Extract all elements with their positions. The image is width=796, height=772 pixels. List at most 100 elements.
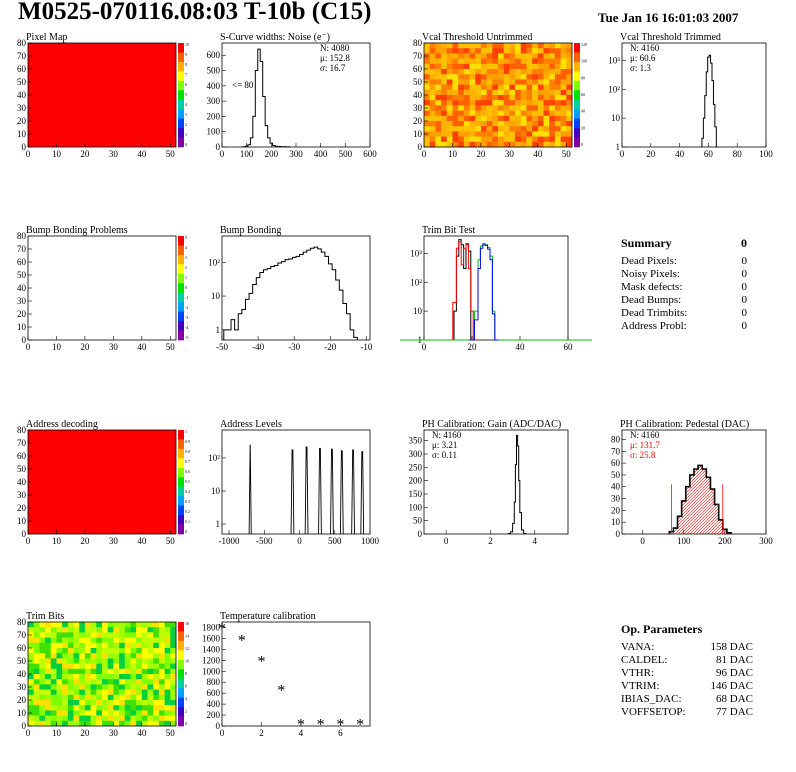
- heatmap-cell: [124, 663, 131, 670]
- heatmap-cell: [90, 637, 97, 644]
- heatmap-cell: [566, 58, 573, 65]
- heatmap-cell: [560, 131, 567, 137]
- y-tick-label: 60: [611, 458, 621, 468]
- heatmap-cell: [475, 100, 482, 106]
- heatmap-cell: [526, 110, 533, 117]
- heatmap-cell: [107, 674, 114, 680]
- heatmap-cell: [526, 131, 533, 137]
- heatmap-cell: [67, 720, 74, 727]
- heatmap-cell: [62, 648, 69, 654]
- heatmap-cell: [90, 622, 97, 628]
- heatmap-cell: [62, 668, 69, 675]
- x-tick-label: 10: [448, 149, 458, 159]
- heatmap-cell: [452, 95, 459, 101]
- y-tick-label: 40: [413, 90, 423, 100]
- heatmap-cell: [164, 668, 171, 675]
- plot-frame: [221, 429, 371, 535]
- heatmap-cell: [554, 110, 561, 117]
- heatmap-cell: [45, 632, 52, 638]
- heatmap-cell: [549, 69, 556, 75]
- heatmap-cell: [39, 658, 46, 664]
- heatmap-cell: [526, 53, 533, 59]
- heatmap-cell: [441, 58, 448, 65]
- heatmap-cell: [486, 89, 493, 96]
- heatmap-cell: [119, 637, 126, 644]
- heatmap-cell: [492, 53, 499, 59]
- heatmap-cell: [458, 79, 465, 85]
- heatmap-cell: [537, 53, 544, 59]
- heatmap-cell: [107, 648, 114, 654]
- heatmap-cell: [107, 689, 114, 696]
- param-row: VTRIM: 146 DAC: [621, 680, 753, 693]
- heatmap-cell: [45, 637, 52, 644]
- heatmap-cell: [509, 136, 516, 143]
- heatmap-cell: [532, 58, 539, 65]
- y-tick-label: 60: [17, 64, 27, 74]
- heatmap-cell: [73, 689, 80, 696]
- heatmap-cell: [102, 627, 108, 633]
- chart-title: S-Curve widths: Noise (e⁻): [220, 32, 330, 43]
- chart-bump-bonding: Bump Bonding -50 -40 -30 -20 -10 1 10 10²: [208, 225, 373, 352]
- heatmap-cell: [170, 637, 177, 644]
- heatmap-cell: [532, 69, 539, 75]
- heatmap-cell: [543, 74, 550, 80]
- heatmap-cell: [503, 53, 510, 59]
- colorbar-segment: [178, 330, 184, 341]
- heatmap-cell: [566, 74, 573, 80]
- heatmap-cell: [515, 121, 522, 127]
- heatmap-cell: [119, 653, 126, 659]
- heatmap-cell: [492, 48, 499, 54]
- heatmap-cell: [463, 84, 470, 91]
- heatmap-cell: [469, 74, 476, 80]
- heatmap-cell: [102, 632, 108, 638]
- x-tick-label: 30: [505, 149, 515, 159]
- heatmap-cell: [526, 58, 533, 65]
- x-tick-label: 20: [80, 149, 90, 159]
- heatmap-cell: [153, 663, 160, 670]
- colorbar-segment: [178, 245, 184, 256]
- heatmap-cell: [136, 637, 143, 644]
- heatmap-cell: [45, 720, 52, 727]
- x-tick-label: 4: [533, 536, 538, 546]
- colorbar-tick-label: 20: [581, 125, 585, 130]
- histogram-bar: [714, 504, 719, 534]
- heatmap-cell: [458, 121, 465, 127]
- heatmap-cell: [498, 141, 504, 148]
- heatmap-cell: [441, 115, 448, 122]
- heatmap-cell: [537, 126, 544, 132]
- heatmap-cell: [147, 705, 154, 711]
- heatmap-cell: [107, 679, 114, 685]
- heatmap-cell: [90, 679, 97, 685]
- heatmap-cell: [452, 48, 459, 54]
- chart-vcal-untrimmed: Vcal Threshold Untrimmed1201008060402000…: [413, 32, 587, 159]
- heatmap-cell: [113, 668, 120, 675]
- heatmap-cell: [50, 627, 57, 633]
- heatmap-cell: [96, 622, 103, 628]
- heatmap-cell: [503, 69, 510, 75]
- heatmap-cell: [429, 84, 436, 91]
- colorbar-tick-label: -4: [185, 325, 188, 330]
- heatmap-cell: [90, 694, 97, 701]
- colorbar-tick-label: 8: [185, 62, 187, 67]
- heatmap-cell: [520, 53, 527, 59]
- heatmap-cell: [515, 63, 522, 70]
- heatmap-cell: [458, 74, 465, 80]
- heatmap-cell: [90, 705, 97, 711]
- heatmap-cell: [526, 136, 533, 143]
- heatmap-cell: [102, 642, 108, 649]
- heatmap-cell: [141, 689, 148, 696]
- heatmap-cell: [107, 710, 114, 716]
- y-tick-label: 50: [17, 464, 27, 474]
- heatmap-cell: [33, 700, 40, 706]
- colorbar-segment: [574, 43, 580, 53]
- heatmap-cell: [480, 74, 487, 80]
- heatmap-cell: [147, 648, 154, 654]
- heatmap-cell: [28, 627, 34, 633]
- heatmap-cell: [45, 679, 52, 685]
- y-tick-label: 80: [413, 38, 423, 48]
- heatmap-cell: [147, 642, 154, 649]
- heatmap-cell: [463, 48, 470, 54]
- heatmap-cell: [543, 89, 550, 96]
- heatmap-cell: [113, 674, 120, 680]
- heatmap-cell: [469, 53, 476, 59]
